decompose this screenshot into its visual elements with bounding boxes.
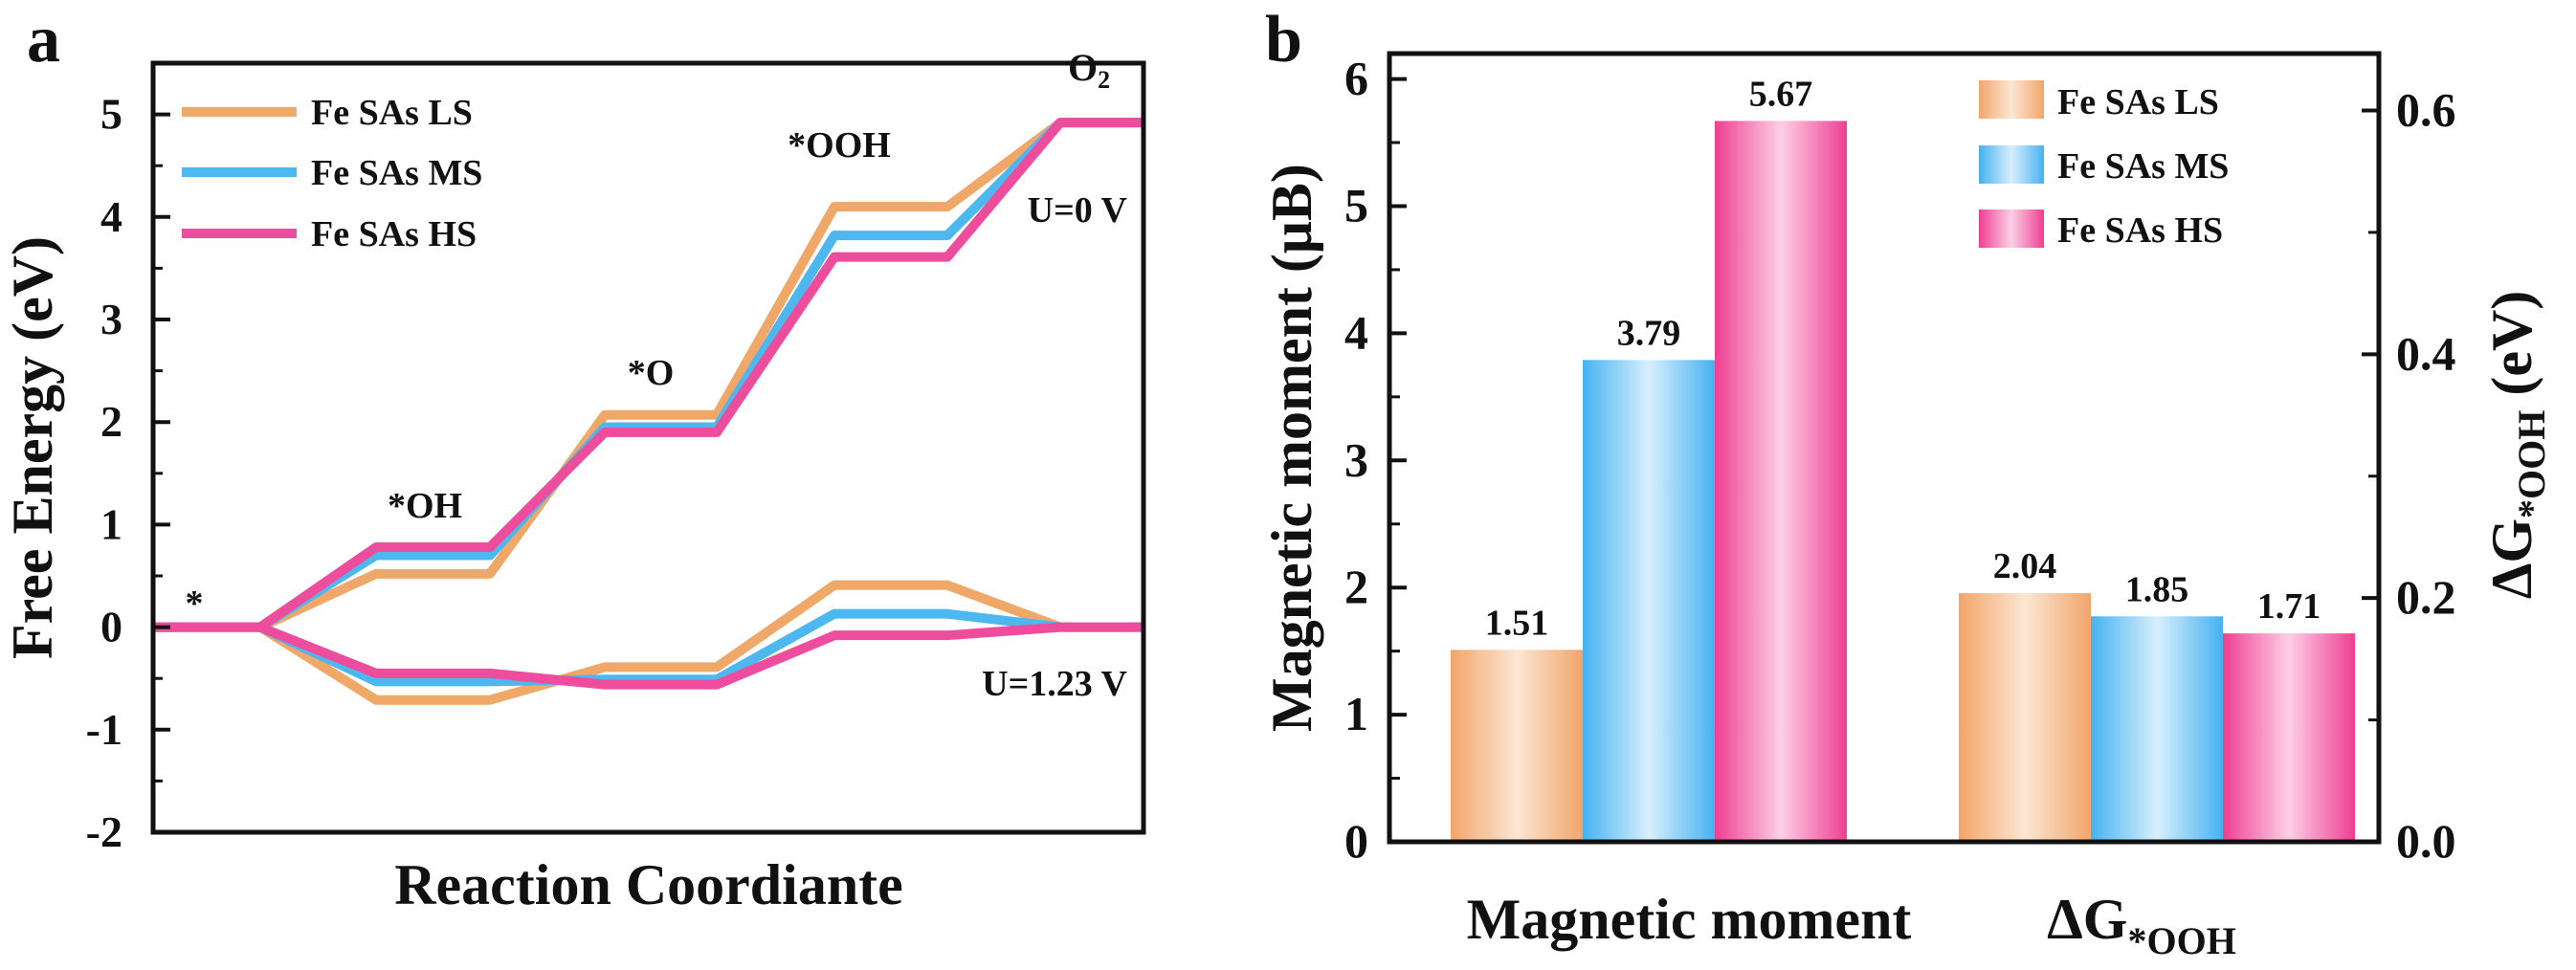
bar-value-label: 5.67	[1749, 74, 1813, 114]
legend-swatch-hs	[1979, 209, 2044, 248]
panel-a-x-axis-label: Reaction Coordiante	[394, 853, 903, 916]
step-label-star: *	[186, 584, 204, 624]
y-tick-label: 3	[100, 295, 122, 343]
panel-a-series-lines	[153, 118, 1144, 705]
legend-label-ls: Fe SAs LS	[2057, 82, 2219, 122]
category-label-magnetic-moment: Magnetic moment	[1467, 888, 1912, 951]
y-tick-label: -1	[86, 705, 122, 754]
panel-b-bars: 1.51 3.79 5.67 2.04 1.85 1.71	[1451, 74, 2355, 842]
left-y-tick-label: 2	[1344, 560, 1368, 613]
bar-fe-sas-ls-dg-ooh	[1959, 593, 2091, 842]
right-y-tick-label: 0.2	[2396, 570, 2456, 624]
step-label-o: *O	[628, 353, 675, 393]
panel-a-y-axis-label: Free Energy (eV)	[1, 236, 64, 659]
legend-swatch-ls	[1979, 80, 2044, 119]
panel-b-right-y-axis-label: ΔG*OOH (eV)	[2480, 291, 2553, 600]
panel-a-letter: a	[27, 3, 60, 77]
y-tick-label: -2	[86, 807, 122, 856]
y-tick-label: 0	[100, 603, 122, 651]
y-tick-label: 5	[100, 90, 122, 139]
panel-b: b 1.51 3.79 5.67 2.04 1.85 1.71 0 1 2 3 4 5 6 0.0 0.2…	[1260, 3, 2553, 962]
left-y-tick-label: 1	[1344, 687, 1368, 740]
bar-value-label: 1.71	[2257, 586, 2321, 627]
series-line-fe-sas-ls-u0	[153, 118, 1144, 632]
panel-a-legend: Fe SAs LS Fe SAs MS Fe SAs HS	[182, 93, 482, 254]
series-line-fe-sas-hs-u123	[153, 622, 1144, 690]
left-y-tick-label: 6	[1344, 52, 1368, 105]
legend-label-ls: Fe SAs LS	[311, 93, 473, 133]
panel-a: a -2 -1 0 1 2 3 4 5 Free Energy (eV) Reaction C…	[1, 3, 1146, 916]
panel-b-legend: Fe SAs LS Fe SAs MS Fe SAs HS	[1979, 80, 2229, 251]
step-label-o2: O2	[1068, 46, 1110, 94]
y-tick-label: 2	[100, 397, 122, 446]
right-y-tick-label: 0.4	[2396, 326, 2456, 380]
bar-fe-sas-ls-magnetic-moment	[1451, 650, 1583, 842]
bar-value-label: 2.04	[1993, 546, 2057, 586]
legend-swatch-ms	[1979, 145, 2044, 184]
bar-value-label: 1.85	[2125, 569, 2189, 609]
left-y-tick-label: 3	[1344, 432, 1368, 486]
annotation-u123: U=1.23 V	[982, 664, 1127, 704]
panel-b-axis-ticks: 0 1 2 3 4 5 6 0.0 0.2 0.4 0.6	[1344, 52, 2456, 868]
y-tick-label: 1	[100, 499, 122, 548]
left-y-tick-label: 0	[1344, 814, 1368, 868]
panel-a-y-axis-ticks: -2 -1 0 1 2 3 4 5	[86, 90, 170, 856]
right-y-tick-label: 0.6	[2396, 83, 2456, 137]
bar-fe-sas-hs-dg-ooh	[2223, 633, 2355, 842]
left-y-tick-label: 4	[1344, 305, 1368, 359]
category-label-dg-ooh: ΔG*OOH	[2047, 888, 2236, 962]
legend-label-hs: Fe SAs HS	[2057, 210, 2223, 251]
annotation-u0: U=0 V	[1028, 190, 1128, 231]
legend-label-hs: Fe SAs HS	[311, 214, 477, 254]
bar-value-label: 1.51	[1485, 603, 1549, 643]
panel-b-left-y-axis-label: Magnetic moment (μB)	[1260, 164, 1323, 732]
legend-label-ms: Fe SAs MS	[311, 153, 482, 193]
right-y-tick-label: 0.0	[2396, 814, 2456, 868]
panel-b-letter: b	[1265, 3, 1302, 77]
series-line-fe-sas-ls-u123	[153, 580, 1144, 705]
bar-fe-sas-ms-dg-ooh	[2091, 616, 2223, 842]
bar-fe-sas-ms-magnetic-moment	[1583, 360, 1715, 842]
step-label-oh: *OH	[388, 486, 462, 526]
panel-a-plot-frame	[150, 60, 1146, 835]
bar-value-label: 3.79	[1617, 313, 1681, 353]
series-line-fe-sas-hs-u0	[153, 118, 1144, 632]
bar-fe-sas-hs-magnetic-moment	[1715, 121, 1847, 842]
panel-b-plot-frame	[1387, 51, 2382, 845]
y-tick-label: 4	[100, 192, 122, 241]
step-label-ooh: *OOH	[788, 125, 891, 165]
legend-label-ms: Fe SAs MS	[2057, 146, 2229, 187]
left-y-tick-label: 5	[1344, 178, 1368, 231]
